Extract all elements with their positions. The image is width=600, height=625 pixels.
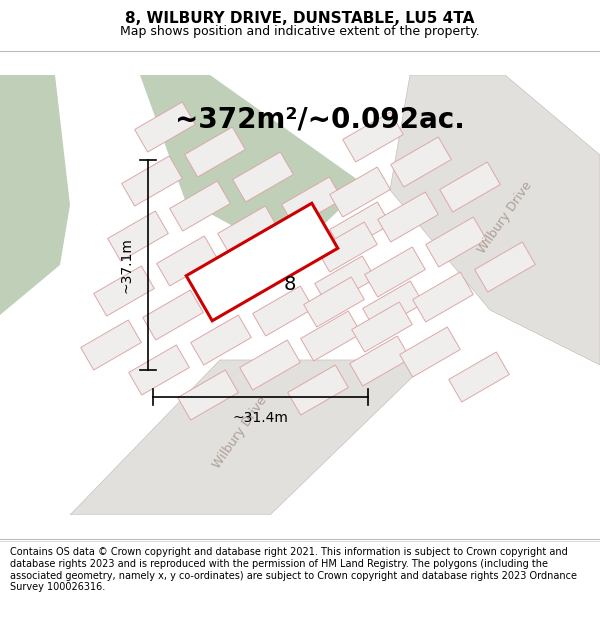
Polygon shape xyxy=(413,272,473,322)
Polygon shape xyxy=(128,345,190,395)
Polygon shape xyxy=(475,242,535,292)
Polygon shape xyxy=(391,137,451,187)
Text: Contains OS data © Crown copyright and database right 2021. This information is : Contains OS data © Crown copyright and d… xyxy=(10,548,577,592)
Polygon shape xyxy=(178,370,238,420)
Polygon shape xyxy=(343,112,403,162)
Polygon shape xyxy=(239,340,301,390)
Polygon shape xyxy=(287,365,349,415)
Polygon shape xyxy=(122,156,182,206)
Polygon shape xyxy=(80,320,142,370)
Polygon shape xyxy=(157,236,217,286)
Polygon shape xyxy=(134,102,196,152)
Polygon shape xyxy=(253,286,313,336)
Polygon shape xyxy=(186,203,338,321)
Polygon shape xyxy=(440,162,500,212)
Polygon shape xyxy=(266,231,328,281)
Text: Map shows position and indicative extent of the property.: Map shows position and indicative extent… xyxy=(120,26,480,39)
Polygon shape xyxy=(350,336,410,386)
Polygon shape xyxy=(314,256,376,306)
Polygon shape xyxy=(304,277,364,327)
Polygon shape xyxy=(281,177,343,227)
Polygon shape xyxy=(218,206,278,256)
Polygon shape xyxy=(107,211,169,261)
Text: Wilbury Drive: Wilbury Drive xyxy=(475,179,535,256)
Text: ~31.4m: ~31.4m xyxy=(233,411,289,425)
Polygon shape xyxy=(170,181,230,231)
Polygon shape xyxy=(191,315,251,365)
Polygon shape xyxy=(140,75,365,257)
Text: ~37.1m: ~37.1m xyxy=(120,237,134,293)
Polygon shape xyxy=(377,192,439,242)
Polygon shape xyxy=(94,266,154,316)
Polygon shape xyxy=(352,302,412,352)
Polygon shape xyxy=(0,75,70,315)
Text: 8: 8 xyxy=(284,274,296,294)
Polygon shape xyxy=(400,327,460,377)
Polygon shape xyxy=(365,247,425,297)
Polygon shape xyxy=(449,352,509,402)
Polygon shape xyxy=(317,222,377,272)
Text: Wilbury Drive: Wilbury Drive xyxy=(211,394,269,471)
Polygon shape xyxy=(205,261,265,311)
Polygon shape xyxy=(329,202,391,252)
Text: 8, WILBURY DRIVE, DUNSTABLE, LU5 4TA: 8, WILBURY DRIVE, DUNSTABLE, LU5 4TA xyxy=(125,11,475,26)
Text: ~372m²/~0.092ac.: ~372m²/~0.092ac. xyxy=(175,105,465,133)
Polygon shape xyxy=(425,217,487,267)
Polygon shape xyxy=(185,127,245,177)
Polygon shape xyxy=(70,360,430,515)
Polygon shape xyxy=(362,281,424,331)
Polygon shape xyxy=(390,75,600,365)
Polygon shape xyxy=(233,152,293,202)
Polygon shape xyxy=(301,311,361,361)
Polygon shape xyxy=(329,167,391,217)
Polygon shape xyxy=(143,290,203,340)
